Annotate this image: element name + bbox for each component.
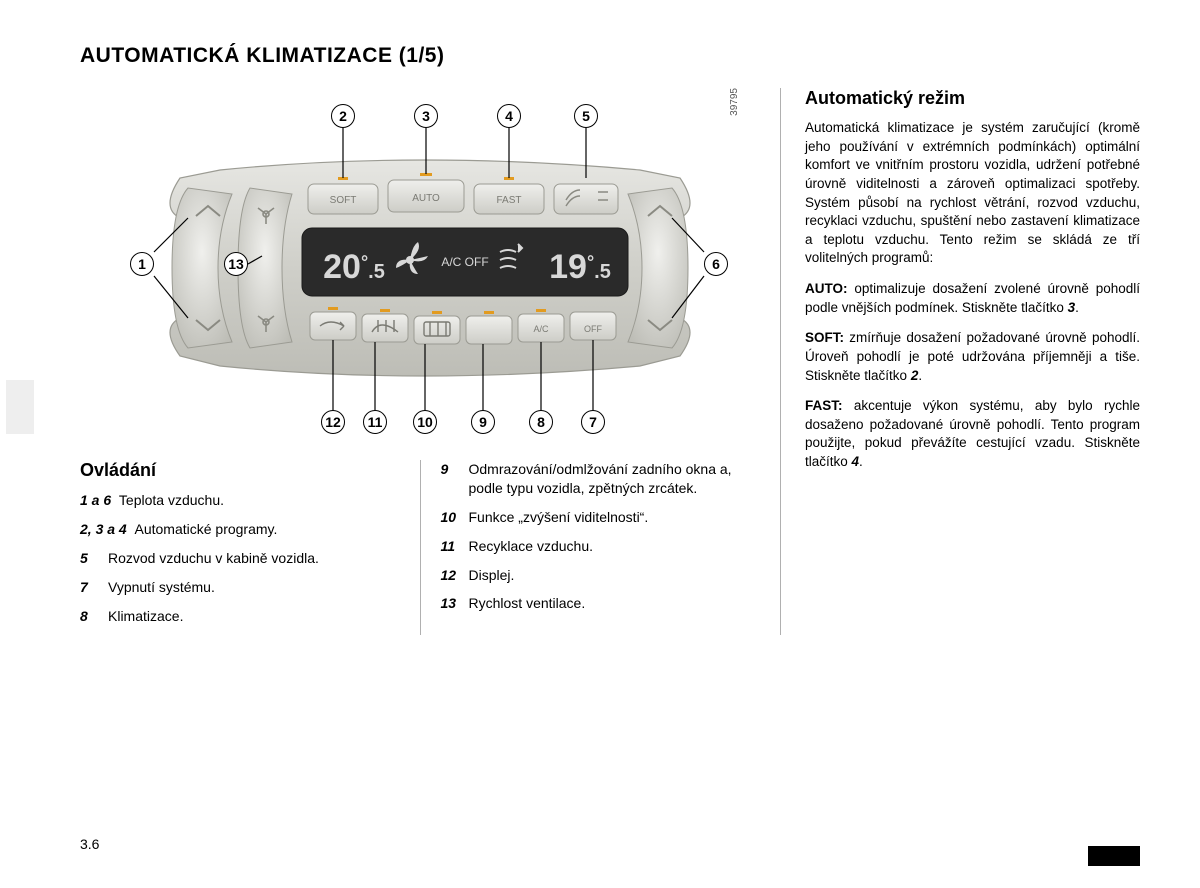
mode-fast: FAST: akcentuje výkon systému, aby bylo … <box>805 397 1140 472</box>
mode-soft: SOFT: zmírňuje dosažení požadované úrovn… <box>805 329 1140 385</box>
callout-13: 13 <box>224 252 248 276</box>
control-item: 10 Funkce „zvýšení viditelnosti“. <box>441 508 765 527</box>
left-column: 39795 <box>80 88 780 635</box>
callout-11: 11 <box>363 410 387 434</box>
control-item: 11 Recyklace vzduchu. <box>441 537 765 556</box>
image-id: 39795 <box>729 88 740 116</box>
callout-2: 2 <box>331 104 355 128</box>
callout-12: 12 <box>321 410 345 434</box>
intro-paragraph: Automatická klimatizace je systém zaruču… <box>805 119 1140 268</box>
main-columns: 39795 <box>80 88 1140 635</box>
callout-6: 6 <box>704 252 728 276</box>
control-item: 8 Klimatizace. <box>80 607 404 626</box>
svg-text:SOFT: SOFT <box>330 195 357 206</box>
right-column: Automatický režim Automatická klimatizac… <box>780 88 1140 635</box>
section-title: Automatický režim <box>805 88 1140 109</box>
svg-text:A/C: A/C <box>533 324 549 334</box>
side-tab <box>6 380 34 434</box>
page-number: 3.6 <box>80 836 99 852</box>
controls-col-2: 9 Odmrazování/odmlžování zadního okna a,… <box>420 460 781 635</box>
callout-9: 9 <box>471 410 495 434</box>
callout-10: 10 <box>413 410 437 434</box>
panel-illustration: SOFT AUTO FAST 20°.5 19°.5 <box>100 88 760 438</box>
callout-7: 7 <box>581 410 605 434</box>
page-title: AUTOMATICKÁ KLIMATIZACE (1/5) <box>80 44 1140 68</box>
svg-text:A/C OFF: A/C OFF <box>441 255 488 269</box>
mode-auto: AUTO: optimalizuje dosažení zvolené úrov… <box>805 280 1140 317</box>
control-item: 1 a 6 Teplota vzduchu. <box>80 491 404 510</box>
controls-title: Ovládání <box>80 460 404 481</box>
svg-text:AUTO: AUTO <box>412 193 440 204</box>
control-item: 9 Odmrazování/odmlžování zadního okna a,… <box>441 460 765 498</box>
callout-5: 5 <box>574 104 598 128</box>
control-item: 13 Rychlost ventilace. <box>441 594 765 613</box>
callout-4: 4 <box>497 104 521 128</box>
svg-text:FAST: FAST <box>496 195 521 206</box>
control-item: 2, 3 a 4 Automatické programy. <box>80 520 404 539</box>
svg-text:OFF: OFF <box>584 324 602 334</box>
page-tab <box>1088 846 1140 866</box>
callout-1: 1 <box>130 252 154 276</box>
climate-panel-diagram: 39795 <box>100 88 760 438</box>
callout-3: 3 <box>414 104 438 128</box>
control-item: 12 Displej. <box>441 566 765 585</box>
controls-col-1: Ovládání 1 a 6 Teplota vzduchu. 2, 3 a 4… <box>80 460 420 635</box>
control-item: 5 Rozvod vzduchu v kabině vozidla. <box>80 549 404 568</box>
controls-legend: Ovládání 1 a 6 Teplota vzduchu. 2, 3 a 4… <box>80 460 780 635</box>
callout-8: 8 <box>529 410 553 434</box>
control-item: 7 Vypnutí systému. <box>80 578 404 597</box>
